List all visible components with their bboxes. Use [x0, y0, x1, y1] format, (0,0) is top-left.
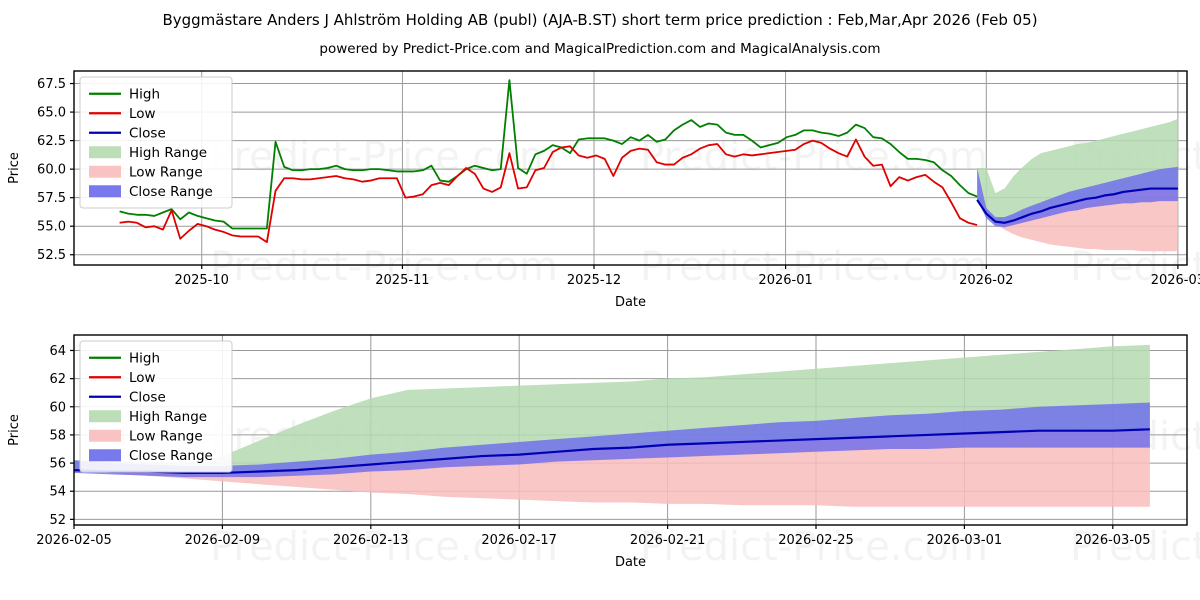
legend-item[interactable]: Close — [89, 125, 166, 141]
upper-chart-container: Predict-Price.com Predict-Price.com Predic… — [0, 60, 1200, 325]
axis-labels: 52.5 55.0 57.5 60.0 62.5 65.0 67.5 2025-10 2025-… — [37, 77, 1200, 288]
legend-item-label: Low Range — [129, 164, 203, 180]
x-axis-title: Date — [615, 295, 646, 310]
watermark-text: Predict-Price.com — [640, 244, 988, 290]
x-tick-label: 2026-02-17 — [481, 533, 557, 548]
x-tick-label: 2026-03-01 — [927, 533, 1003, 548]
legend-item[interactable]: Low — [89, 370, 156, 386]
legend-item[interactable]: High Range — [89, 145, 207, 161]
x-tick-label: 2025-12 — [567, 273, 621, 288]
axis-labels: 52 54 56 58 60 62 64 2026-02-05 2026-02-09 2026-0… — [36, 344, 1150, 548]
x-tick-label: 2026-02-13 — [333, 533, 409, 548]
y-tick-label: 57.5 — [37, 191, 66, 206]
y-axis-title: Price — [7, 414, 22, 446]
legend-item[interactable]: High Range — [89, 409, 207, 425]
chart-titles: Byggmästare Anders J Ahlström Holding AB… — [0, 0, 1200, 58]
y-tick-label: 55.0 — [37, 220, 66, 235]
legend-item-label: Close — [129, 389, 166, 405]
legend-patch-swatch — [89, 146, 121, 159]
x-tick-label: 2026-02-21 — [630, 533, 706, 548]
high-range-band — [74, 344, 1150, 473]
axis-frame — [73, 334, 1188, 526]
low-range-band — [977, 188, 1178, 252]
watermark-text: Predict-Price.com — [210, 244, 558, 290]
legend-item-label: High Range — [129, 145, 207, 161]
lower-chart: Predict-Price.com Predict-Price.com Predic… — [0, 325, 1200, 600]
y-tick-label: 60.0 — [37, 163, 66, 178]
legend-item[interactable]: Close Range — [89, 448, 213, 464]
legend: High Low Close High Range Low Range Close Ran… — [79, 76, 233, 209]
x-tick-label: 2025-10 — [175, 273, 229, 288]
x-tick-label: 2026-03 — [1151, 273, 1200, 288]
legend-item-label: Close — [129, 125, 166, 141]
legend-patch-swatch — [89, 185, 121, 198]
legend-item[interactable]: Close Range — [89, 184, 213, 200]
close-line — [976, 187, 1178, 224]
high-line — [119, 79, 978, 230]
legend: High Low Close High Range Low Range Close Ran… — [79, 340, 233, 473]
close-range-band — [977, 166, 1178, 228]
x-tick-label: 2026-02-05 — [36, 533, 112, 548]
x-tick-label: 2026-02-09 — [185, 533, 261, 548]
legend-item[interactable]: Low — [89, 106, 156, 122]
y-tick-label: 52 — [49, 513, 66, 528]
y-tick-label: 64 — [49, 344, 66, 359]
legend-item-label: Low Range — [129, 428, 203, 444]
legend-item[interactable]: Low Range — [89, 164, 203, 180]
lower-chart-container: Predict-Price.com Predict-Price.com Predic… — [0, 325, 1200, 600]
x-tick-label: 2026-01 — [758, 273, 812, 288]
legend-item-label: High Range — [129, 409, 207, 425]
legend-item-label: High — [129, 86, 160, 102]
y-tick-label: 62.5 — [37, 134, 66, 149]
close-range-band — [74, 402, 1150, 478]
legend-item-label: Low — [129, 106, 156, 122]
x-tick-label: 2026-02 — [959, 273, 1013, 288]
legend-patch-swatch — [89, 410, 121, 423]
y-tick-label: 60 — [49, 400, 66, 415]
y-tick-label: 54 — [49, 485, 66, 500]
legend-item-label: Close Range — [129, 184, 213, 200]
low-line — [119, 138, 978, 244]
legend-patch-swatch — [89, 165, 121, 178]
y-tick-label: 56 — [49, 457, 66, 472]
legend-item-label: Low — [129, 370, 156, 386]
upper-chart: Predict-Price.com Predict-Price.com Predic… — [0, 60, 1200, 325]
legend-patch-swatch — [89, 429, 121, 442]
y-tick-label: 65.0 — [37, 106, 66, 121]
legend-item[interactable]: Close — [89, 389, 166, 405]
y-tick-label: 52.5 — [37, 248, 66, 263]
x-tick-label: 2026-03-05 — [1075, 533, 1151, 548]
x-axis-title: Date — [615, 555, 646, 570]
high-range-band — [977, 118, 1178, 223]
legend-patch-swatch — [89, 449, 121, 462]
y-tick-label: 67.5 — [37, 77, 66, 92]
watermark-text: Predict-Price.com — [210, 134, 558, 180]
legend-item-label: High — [129, 350, 160, 366]
legend-item[interactable]: High — [89, 350, 160, 366]
plot-area — [74, 344, 1150, 507]
close-line — [74, 428, 1150, 475]
watermark-text: Predict-Price.com — [640, 524, 988, 570]
plot-area — [119, 79, 1178, 252]
y-axis-title: Price — [7, 152, 22, 184]
legend-item-label: Close Range — [129, 448, 213, 464]
y-tick-label: 62 — [49, 372, 66, 387]
watermark-text: Predict-Price.com — [210, 524, 558, 570]
legend-item[interactable]: High — [89, 86, 160, 102]
watermark-text: Predict-Price.com — [1070, 524, 1200, 570]
page-subtitle: powered by Predict-Price.com and Magical… — [319, 41, 881, 57]
y-tick-label: 58 — [49, 428, 66, 443]
axis-frame — [73, 70, 1188, 266]
legend-item[interactable]: Low Range — [89, 428, 203, 444]
x-tick-label: 2025-11 — [375, 273, 429, 288]
x-tick-label: 2026-02-25 — [778, 533, 854, 548]
page-title: Byggmästare Anders J Ahlström Holding AB… — [162, 11, 1038, 29]
